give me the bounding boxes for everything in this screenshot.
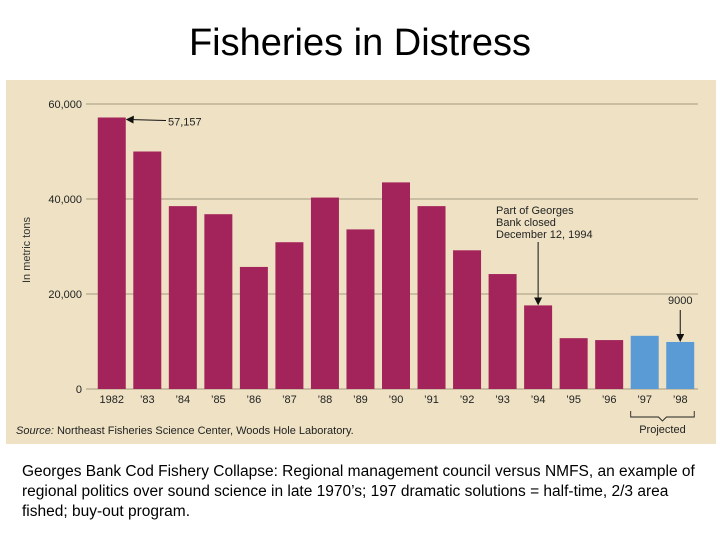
bar bbox=[559, 338, 588, 389]
x-tick-label: ’95 bbox=[566, 394, 581, 406]
bar bbox=[275, 242, 304, 389]
y-tick-label: 20,000 bbox=[48, 289, 82, 301]
x-tick-label: 1982 bbox=[100, 394, 124, 406]
bar bbox=[133, 151, 162, 389]
x-tick-label: ’88 bbox=[318, 394, 333, 406]
x-tick-label: ’97 bbox=[637, 394, 652, 406]
x-tick-label: ’87 bbox=[282, 394, 297, 406]
bar bbox=[382, 182, 410, 389]
bar bbox=[417, 206, 446, 389]
x-tick-label: ’94 bbox=[531, 394, 546, 406]
bar bbox=[310, 197, 339, 389]
bar bbox=[239, 266, 268, 389]
x-tick-label: ’93 bbox=[495, 394, 510, 406]
annotation-peak-value: 57,157 bbox=[168, 117, 202, 129]
x-tick-label: ’96 bbox=[602, 394, 617, 406]
bar bbox=[453, 250, 482, 389]
x-tick-label: ’83 bbox=[140, 394, 155, 406]
bracket-line bbox=[630, 411, 695, 422]
x-tick-label: ’86 bbox=[247, 394, 262, 406]
annotation-arrow bbox=[125, 115, 167, 124]
slide-title: Fisheries in Distress bbox=[188, 22, 532, 64]
bar bbox=[488, 274, 517, 389]
x-tick-label: ’98 bbox=[673, 394, 688, 406]
y-axis-label: In metric tons bbox=[21, 216, 33, 283]
projected-label: Projected bbox=[639, 424, 685, 436]
x-tick-labels: 1982 ’83 ’84 ’85 ’86 ’87 ’88 ’89 ’90 ’91 ’92 ’93 ’94… bbox=[100, 394, 688, 406]
chart-panel: 1982 ’83 ’84 ’85 ’86 ’87 ’88 ’89 ’90 ’91 ’92 ’93 ’94… bbox=[6, 80, 716, 444]
y-tick-label: 0 bbox=[76, 384, 82, 396]
annotation-closure-line: Bank closed bbox=[496, 217, 556, 229]
projected-bar bbox=[666, 341, 695, 389]
bar bbox=[346, 229, 375, 389]
y-tick-label: 40,000 bbox=[48, 194, 82, 206]
x-tick-label: ’84 bbox=[175, 394, 190, 406]
source-note: Source: Northeast Fisheries Science Cent… bbox=[16, 425, 354, 437]
x-tick-label: ’91 bbox=[424, 394, 439, 406]
bar bbox=[524, 305, 553, 389]
x-tick-label: ’89 bbox=[353, 394, 368, 406]
y-tick-labels: 0 20,000 40,000 60,000 bbox=[48, 99, 82, 396]
bar-chart: 1982 ’83 ’84 ’85 ’86 ’87 ’88 ’89 ’90 ’91 ’92 ’93 ’94… bbox=[16, 99, 698, 437]
bar bbox=[204, 214, 233, 389]
x-tick-label: ’90 bbox=[389, 394, 404, 406]
source-label: Source: bbox=[16, 425, 54, 437]
projected-bracket: Projected bbox=[630, 411, 695, 436]
bar bbox=[97, 117, 126, 390]
bar bbox=[168, 206, 197, 389]
slide-caption: Georges Bank Cod Fishery Collapse: Regio… bbox=[22, 463, 695, 520]
y-tick-label: 60,000 bbox=[48, 99, 82, 111]
bars bbox=[97, 117, 695, 390]
bar bbox=[595, 340, 624, 389]
x-tick-label: ’85 bbox=[211, 394, 226, 406]
projected-bar bbox=[630, 335, 659, 389]
annotation-closure-line: Part of Georges bbox=[496, 205, 574, 217]
annotation-projected-value: 9000 bbox=[668, 295, 692, 307]
x-tick-label: ’92 bbox=[460, 394, 475, 406]
source-text: Northeast Fisheries Science Center, Wood… bbox=[54, 425, 354, 437]
annotation-closure-line: December 12, 1994 bbox=[496, 229, 593, 241]
